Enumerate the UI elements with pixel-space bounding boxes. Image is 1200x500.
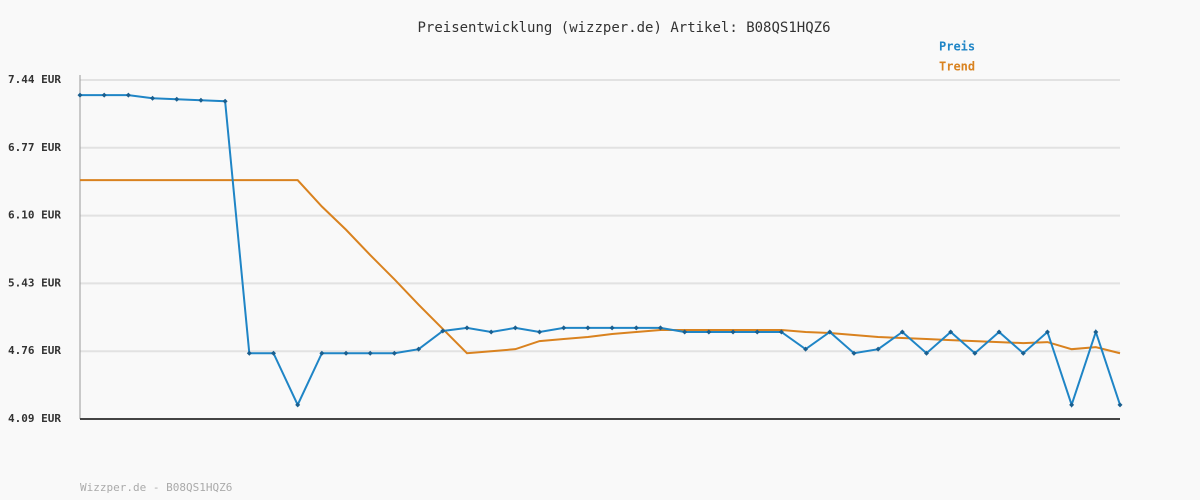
y-tick-label: 4.76 EUR [8,344,61,357]
marker [77,92,83,98]
chart-title: Preisentwicklung (wizzper.de) Artikel: B… [417,20,830,36]
y-tick-label: 4.09 EUR [8,412,61,425]
marker [633,325,639,331]
marker [924,350,930,356]
marker [899,329,905,335]
marker [125,92,131,98]
marker [174,96,180,102]
marker [706,329,712,335]
marker [391,350,397,356]
marker [730,329,736,335]
marker [827,329,833,335]
marker [1020,350,1026,356]
marker [319,350,325,356]
y-tick-label: 6.77 EUR [8,141,61,154]
marker [996,329,1002,335]
line [80,94,1121,409]
marker [295,402,301,408]
marker [754,329,760,335]
y-tick-label: 5.43 EUR [8,276,61,289]
marker [778,329,784,335]
marker [585,325,591,331]
marker [343,350,349,356]
marker [1117,402,1123,408]
legend-label: Preis [939,40,975,54]
marker [561,325,567,331]
marker [851,350,857,356]
y-tick-label: 6.10 EUR [8,209,61,222]
marker [464,325,470,331]
marker [440,328,446,334]
marker [198,97,204,103]
legend-label: Trend [939,60,975,74]
footer: Wizzper.de - B08QS1HQZ6 [80,481,232,494]
marker [657,325,663,331]
marker [803,346,809,352]
marker [416,346,422,352]
marker [270,350,276,356]
marker [1044,329,1050,335]
marker [537,329,543,335]
marker [246,350,252,356]
marker [512,325,518,331]
marker [222,98,228,104]
marker [488,329,494,335]
marker [101,92,107,98]
line [80,179,1121,355]
marker [875,346,881,352]
marker [972,350,978,356]
marker [682,329,688,335]
marker [948,329,954,335]
marker [367,350,373,356]
marker [609,325,615,331]
y-tick-label: 7.44 EUR [8,73,61,86]
marker [150,95,156,101]
marker [1093,329,1099,335]
marker [1069,402,1075,408]
